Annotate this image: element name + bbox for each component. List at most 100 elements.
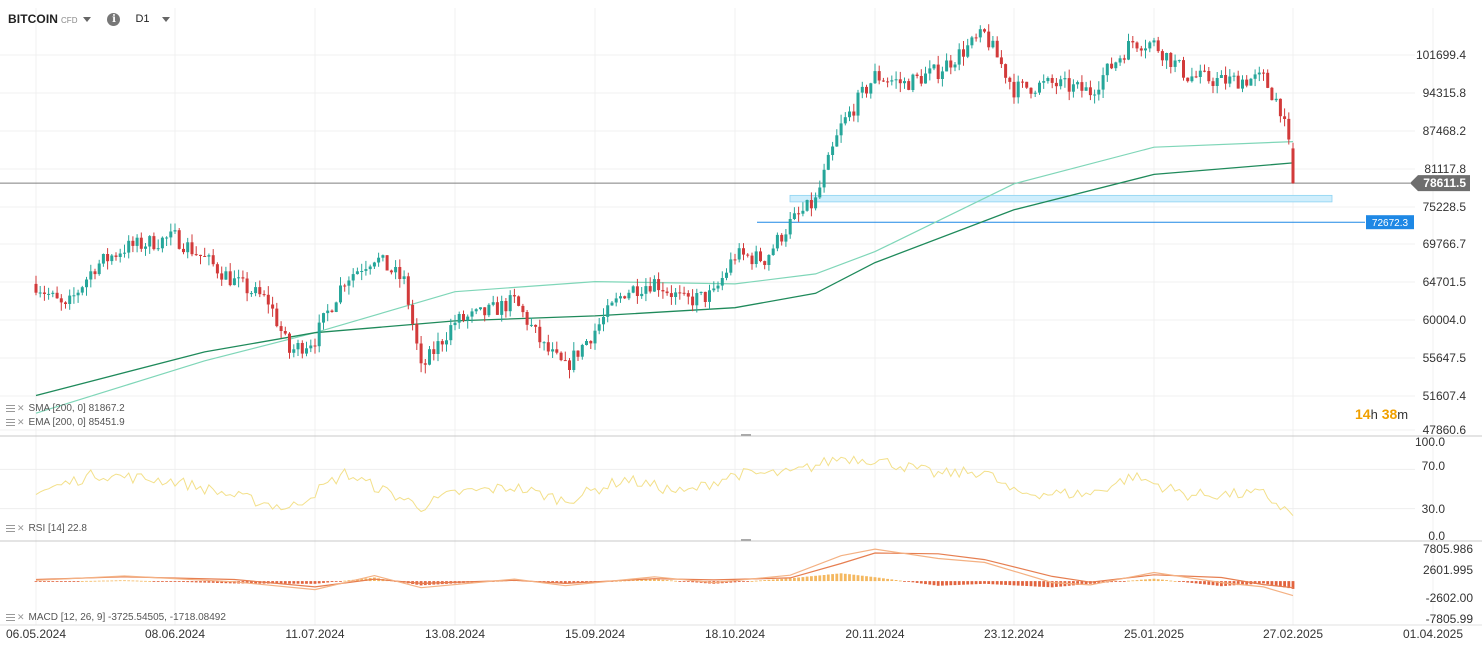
macd-axis-label: 2601.995: [1423, 563, 1473, 577]
candle-body: [389, 270, 393, 273]
candle-body: [415, 323, 419, 344]
macd-histogram-bar: [978, 581, 982, 584]
rsi-legend[interactable]: ✕ RSI [14] 22.8: [6, 523, 87, 534]
candle-body: [775, 234, 779, 249]
candle-body: [686, 293, 690, 297]
macd-histogram-bar: [670, 580, 673, 582]
sma-legend[interactable]: ✕ SMA [200, 0] 81867.2: [6, 403, 125, 414]
candle-body: [919, 76, 923, 84]
candle-body: [945, 60, 949, 72]
candle-body: [559, 352, 563, 361]
indicator-settings-icon[interactable]: ✕: [6, 612, 25, 623]
candle-body: [1004, 64, 1008, 78]
candle-body: [64, 302, 67, 304]
indicator-settings-icon[interactable]: ✕: [6, 403, 25, 414]
candle-body: [1144, 48, 1147, 51]
macd-histogram-bar: [957, 581, 961, 585]
candle-body: [436, 341, 440, 354]
timeframe-select[interactable]: D1: [135, 13, 150, 25]
candle-body: [1139, 48, 1143, 51]
candle-body: [313, 345, 317, 347]
candle-body: [34, 283, 38, 293]
macd-histogram-bar: [275, 581, 279, 584]
macd-histogram-bar: [559, 581, 563, 584]
candle-body: [364, 269, 368, 271]
macd-histogram-bar: [102, 580, 105, 582]
macd-histogram-bar: [877, 577, 881, 581]
candle-body: [1110, 63, 1114, 69]
candle-body: [848, 111, 851, 118]
candle-body: [139, 237, 143, 249]
macd-histogram-bar: [292, 581, 296, 584]
macd-histogram-bar: [47, 581, 50, 582]
candle-body: [1283, 116, 1287, 119]
macd-histogram-bar: [1144, 579, 1147, 582]
candle-body: [551, 349, 555, 352]
macd-histogram-bar: [1257, 581, 1261, 584]
candle-body: [585, 341, 588, 345]
candle-body: [76, 292, 80, 296]
date-axis-label: 15.09.2024: [565, 627, 625, 641]
candle-body: [1262, 72, 1265, 74]
macd-histogram-bar: [754, 580, 758, 582]
macd-histogram-bar: [797, 577, 800, 582]
macd-histogram-bar: [161, 581, 164, 582]
rsi-axis-label: 70.0: [1422, 459, 1446, 473]
candle-body: [750, 255, 754, 265]
candle-body: [169, 231, 173, 238]
info-icon[interactable]: i: [107, 12, 121, 26]
macd-histogram-bar: [1135, 580, 1139, 582]
price-axis-label: 94315.8: [1423, 86, 1467, 100]
candle-body: [504, 301, 508, 312]
candle-body: [873, 71, 877, 84]
date-axis-label: 25.01.2025: [1124, 627, 1184, 641]
candle-body: [831, 146, 835, 155]
macd-legend[interactable]: ✕ MACD [12, 26, 9] -3725.54505, -1718.08…: [6, 612, 226, 623]
candle-body: [1190, 76, 1194, 82]
indicator-settings-icon[interactable]: ✕: [6, 417, 25, 428]
candle-body: [177, 230, 181, 249]
candle-body: [220, 273, 224, 280]
macd-histogram-bar: [1245, 581, 1249, 585]
candle-body: [1274, 98, 1278, 101]
candle-body: [695, 293, 699, 306]
macd-histogram-bar: [576, 581, 580, 583]
macd-histogram-bar: [987, 581, 991, 584]
candle-body: [106, 254, 110, 262]
macd-histogram-bar: [296, 581, 300, 584]
candle-body: [487, 304, 491, 316]
macd-histogram-bar: [1194, 581, 1198, 584]
candle-body: [987, 31, 991, 48]
candle-body: [1173, 60, 1177, 67]
candle-body: [754, 251, 758, 264]
date-axis-label: 27.02.2025: [1263, 627, 1323, 641]
macd-histogram-bar: [199, 581, 202, 583]
macd-histogram-bar: [1025, 581, 1029, 586]
candle-body: [572, 350, 576, 370]
macd-histogram-bar: [1177, 581, 1181, 582]
macd-histogram-bar: [627, 580, 631, 582]
ema-legend[interactable]: ✕ EMA [200, 0] 85451.9: [6, 417, 125, 428]
candle-body: [1245, 79, 1249, 86]
candle-body: [890, 80, 894, 82]
candle-body: [394, 267, 398, 273]
macd-histogram-bar: [43, 581, 46, 582]
candle-body: [1278, 98, 1282, 117]
symbol-dropdown-icon[interactable]: [83, 16, 92, 22]
candle-body: [1131, 41, 1135, 43]
macd-histogram-bar: [1114, 581, 1118, 582]
macd-histogram-bar: [156, 581, 160, 582]
macd-signal-line: [35, 552, 1294, 589]
macd-histogram-bar: [1207, 581, 1211, 585]
symbol-name[interactable]: BITCOIN: [8, 12, 59, 26]
candle-body: [292, 349, 296, 353]
indicator-settings-icon[interactable]: ✕: [6, 523, 25, 534]
price-axis-label: 101699.4: [1416, 48, 1466, 62]
timeframe-dropdown-icon[interactable]: [161, 16, 170, 22]
macd-histogram-bar: [793, 577, 796, 581]
candle-body: [339, 285, 342, 303]
candle-body: [398, 267, 402, 279]
macd-histogram-bar: [665, 580, 669, 581]
